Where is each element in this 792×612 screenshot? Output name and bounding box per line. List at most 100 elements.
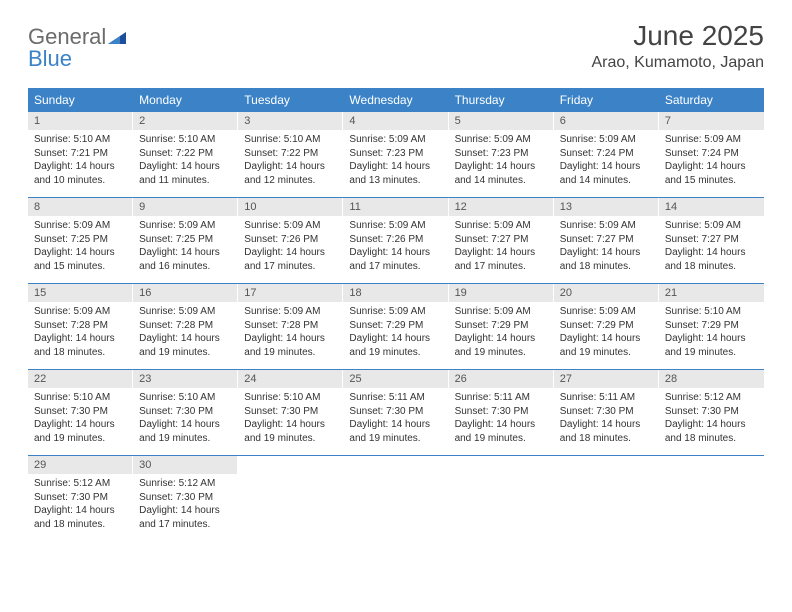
sunrise-text: Sunrise: 5:11 AM: [349, 391, 442, 405]
sunset-text: Sunset: 7:28 PM: [244, 319, 337, 333]
weekday-header-row: Sunday Monday Tuesday Wednesday Thursday…: [28, 88, 764, 112]
daylight-text: Daylight: 14 hours and 15 minutes.: [34, 246, 127, 273]
day-body: Sunrise: 5:09 AMSunset: 7:28 PMDaylight:…: [133, 302, 238, 369]
day-cell: [343, 456, 448, 541]
day-number: 11: [343, 198, 448, 216]
daylight-text: Daylight: 14 hours and 17 minutes.: [139, 504, 232, 531]
weekday-header: Monday: [133, 88, 238, 112]
day-cell: 25Sunrise: 5:11 AMSunset: 7:30 PMDayligh…: [343, 370, 448, 455]
daylight-text: Daylight: 14 hours and 18 minutes.: [665, 418, 758, 445]
page-header: General Blue June 2025 Arao, Kumamoto, J…: [0, 0, 792, 80]
sunrise-text: Sunrise: 5:10 AM: [34, 133, 127, 147]
sunset-text: Sunset: 7:21 PM: [34, 147, 127, 161]
day-body: Sunrise: 5:10 AMSunset: 7:30 PMDaylight:…: [238, 388, 343, 455]
day-cell: 1 Sunrise: 5:10 AMSunset: 7:21 PMDaylight…: [28, 112, 133, 197]
sunset-text: Sunset: 7:30 PM: [244, 405, 337, 419]
sunset-text: Sunset: 7:29 PM: [349, 319, 442, 333]
title-block: June 2025 Arao, Kumamoto, Japan: [591, 20, 764, 72]
weekday-header: Sunday: [28, 88, 133, 112]
calendar: Sunday Monday Tuesday Wednesday Thursday…: [28, 88, 764, 541]
day-number: 4: [343, 112, 448, 130]
day-cell: 16Sunrise: 5:09 AMSunset: 7:28 PMDayligh…: [133, 284, 238, 369]
sunrise-text: Sunrise: 5:10 AM: [244, 391, 337, 405]
daylight-text: Daylight: 14 hours and 19 minutes.: [34, 418, 127, 445]
day-body: Sunrise: 5:09 AMSunset: 7:24 PMDaylight:…: [659, 130, 764, 197]
sunrise-text: Sunrise: 5:09 AM: [349, 219, 442, 233]
day-number: [238, 456, 343, 474]
sunrise-text: Sunrise: 5:10 AM: [665, 305, 758, 319]
sunset-text: Sunset: 7:30 PM: [349, 405, 442, 419]
daylight-text: Daylight: 14 hours and 11 minutes.: [139, 160, 232, 187]
sunrise-text: Sunrise: 5:09 AM: [665, 219, 758, 233]
daylight-text: Daylight: 14 hours and 18 minutes.: [560, 246, 653, 273]
daylight-text: Daylight: 14 hours and 18 minutes.: [34, 504, 127, 531]
day-number: 20: [554, 284, 659, 302]
day-cell: 24Sunrise: 5:10 AMSunset: 7:30 PMDayligh…: [238, 370, 343, 455]
day-body: Sunrise: 5:10 AMSunset: 7:22 PMDaylight:…: [238, 130, 343, 197]
day-number: [449, 456, 554, 474]
day-body: Sunrise: 5:09 AMSunset: 7:23 PMDaylight:…: [449, 130, 554, 197]
day-cell: 21Sunrise: 5:10 AMSunset: 7:29 PMDayligh…: [659, 284, 764, 369]
sunrise-text: Sunrise: 5:09 AM: [139, 219, 232, 233]
day-cell: 30Sunrise: 5:12 AMSunset: 7:30 PMDayligh…: [133, 456, 238, 541]
day-number: 15: [28, 284, 133, 302]
daylight-text: Daylight: 14 hours and 18 minutes.: [34, 332, 127, 359]
day-cell: [659, 456, 764, 541]
sunrise-text: Sunrise: 5:12 AM: [139, 477, 232, 491]
day-cell: 2Sunrise: 5:10 AMSunset: 7:22 PMDaylight…: [133, 112, 238, 197]
logo: General Blue: [28, 26, 126, 70]
day-cell: 29Sunrise: 5:12 AMSunset: 7:30 PMDayligh…: [28, 456, 133, 541]
day-body: Sunrise: 5:11 AMSunset: 7:30 PMDaylight:…: [343, 388, 448, 455]
week-row: 8Sunrise: 5:09 AMSunset: 7:25 PMDaylight…: [28, 198, 764, 284]
sunset-text: Sunset: 7:29 PM: [455, 319, 548, 333]
weekday-header: Friday: [554, 88, 659, 112]
sunset-text: Sunset: 7:30 PM: [455, 405, 548, 419]
day-number: 24: [238, 370, 343, 388]
sunset-text: Sunset: 7:25 PM: [34, 233, 127, 247]
sunrise-text: Sunrise: 5:09 AM: [34, 305, 127, 319]
daylight-text: Daylight: 14 hours and 18 minutes.: [560, 418, 653, 445]
day-number: 27: [554, 370, 659, 388]
day-cell: 11Sunrise: 5:09 AMSunset: 7:26 PMDayligh…: [343, 198, 448, 283]
sunrise-text: Sunrise: 5:10 AM: [244, 133, 337, 147]
daylight-text: Daylight: 14 hours and 17 minutes.: [244, 246, 337, 273]
day-cell: 26Sunrise: 5:11 AMSunset: 7:30 PMDayligh…: [449, 370, 554, 455]
day-number: 3: [238, 112, 343, 130]
week-row: 1Sunrise: 5:10 AMSunset: 7:21 PMDaylight…: [28, 112, 764, 198]
day-cell: 14Sunrise: 5:09 AMSunset: 7:27 PMDayligh…: [659, 198, 764, 283]
day-cell: 18Sunrise: 5:09 AMSunset: 7:29 PMDayligh…: [343, 284, 448, 369]
day-cell: 22Sunrise: 5:10 AMSunset: 7:30 PMDayligh…: [28, 370, 133, 455]
daylight-text: Daylight: 14 hours and 19 minutes.: [665, 332, 758, 359]
day-number: 7: [659, 112, 764, 130]
daylight-text: Daylight: 14 hours and 17 minutes.: [349, 246, 442, 273]
daylight-text: Daylight: 14 hours and 15 minutes.: [665, 160, 758, 187]
sunset-text: Sunset: 7:29 PM: [560, 319, 653, 333]
day-number: 28: [659, 370, 764, 388]
weekday-header: Thursday: [449, 88, 554, 112]
day-number: 12: [449, 198, 554, 216]
day-body: Sunrise: 5:09 AMSunset: 7:24 PMDaylight:…: [554, 130, 659, 197]
day-number: 21: [659, 284, 764, 302]
day-body: Sunrise: 5:09 AMSunset: 7:26 PMDaylight:…: [343, 216, 448, 283]
daylight-text: Daylight: 14 hours and 10 minutes.: [34, 160, 127, 187]
day-number: 17: [238, 284, 343, 302]
day-body: Sunrise: 5:10 AMSunset: 7:29 PMDaylight:…: [659, 302, 764, 369]
day-body: Sunrise: 5:12 AMSunset: 7:30 PMDaylight:…: [659, 388, 764, 455]
sunrise-text: Sunrise: 5:09 AM: [560, 305, 653, 319]
day-number: 8: [28, 198, 133, 216]
daylight-text: Daylight: 14 hours and 19 minutes.: [455, 418, 548, 445]
month-title: June 2025: [591, 20, 764, 52]
day-number: 1: [28, 112, 133, 130]
day-number: 5: [449, 112, 554, 130]
sunset-text: Sunset: 7:22 PM: [244, 147, 337, 161]
sunrise-text: Sunrise: 5:09 AM: [244, 305, 337, 319]
day-body: Sunrise: 5:09 AMSunset: 7:28 PMDaylight:…: [28, 302, 133, 369]
sunset-text: Sunset: 7:30 PM: [34, 405, 127, 419]
day-body: Sunrise: 5:09 AMSunset: 7:23 PMDaylight:…: [343, 130, 448, 197]
day-cell: 28Sunrise: 5:12 AMSunset: 7:30 PMDayligh…: [659, 370, 764, 455]
day-cell: 12Sunrise: 5:09 AMSunset: 7:27 PMDayligh…: [449, 198, 554, 283]
day-cell: [449, 456, 554, 541]
daylight-text: Daylight: 14 hours and 19 minutes.: [349, 418, 442, 445]
day-cell: 3Sunrise: 5:10 AMSunset: 7:22 PMDaylight…: [238, 112, 343, 197]
day-body: Sunrise: 5:10 AMSunset: 7:22 PMDaylight:…: [133, 130, 238, 197]
